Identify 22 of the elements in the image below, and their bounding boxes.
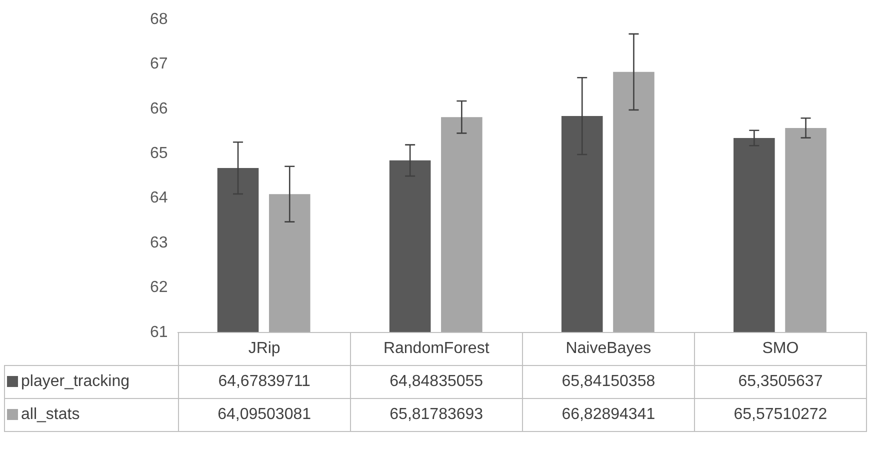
data-label: 66,82894341 (522, 398, 694, 432)
y-tick-label: 65 (150, 145, 168, 162)
data-label: 64,09503081 (178, 398, 350, 432)
y-tick-label: 66 (150, 100, 168, 118)
y-tick-label: 68 (150, 11, 168, 28)
x-tick-label: JRip (178, 332, 350, 366)
legend-label: player_tracking (4, 366, 178, 398)
y-tick-label: 61 (150, 324, 168, 341)
legend-label: all_stats (4, 398, 178, 432)
data-label: 64,84835055 (350, 366, 522, 398)
data-label: 65,3505637 (694, 366, 866, 398)
y-tick-label: 64 (150, 190, 168, 207)
x-tick-label: SMO (694, 332, 866, 366)
data-label: 65,57510272 (694, 398, 866, 432)
data-label: 65,81783693 (350, 398, 522, 432)
y-tick-label: 62 (150, 279, 168, 296)
y-tick-label: 67 (150, 56, 168, 73)
x-tick-label: RandomForest (350, 332, 522, 366)
x-tick-label: NaiveBayes (522, 332, 694, 366)
y-tick-label: 63 (150, 234, 168, 252)
data-label: 64,67839711 (178, 366, 350, 398)
data-label: 65,84150358 (522, 366, 694, 398)
